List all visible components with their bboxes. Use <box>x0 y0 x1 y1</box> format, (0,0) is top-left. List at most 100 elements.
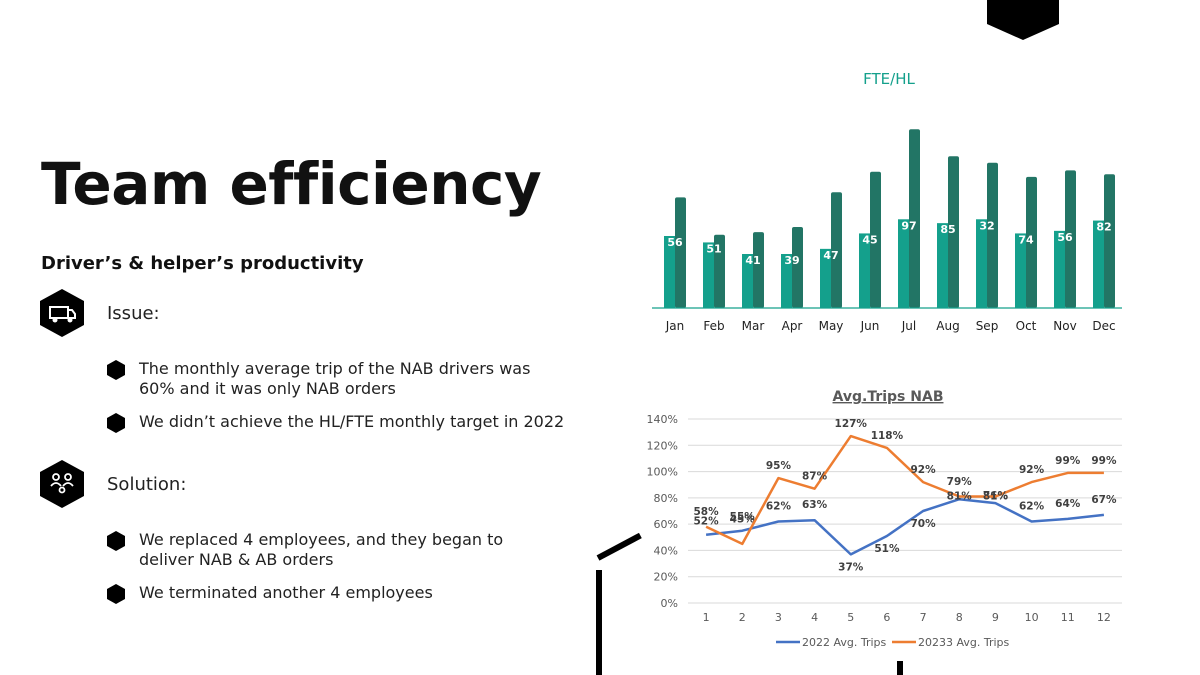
point-data-label: 95% <box>766 460 792 472</box>
point-data-label: 70% <box>911 518 937 530</box>
bar-2023 <box>714 234 725 308</box>
bar-2022 <box>781 254 792 308</box>
point-data-label: 52% <box>694 516 720 528</box>
point-data-label: 58% <box>694 506 720 518</box>
y-tick-label: 120% <box>647 439 678 452</box>
bar-2022 <box>859 233 870 308</box>
bar-2023 <box>1065 170 1076 308</box>
point-data-label: 37% <box>838 561 864 573</box>
bar-2023 <box>753 232 764 308</box>
bar-2022 <box>937 223 948 308</box>
bar-data-label: 47 <box>823 249 838 262</box>
point-data-label: 92% <box>911 464 937 476</box>
bar-2023 <box>1026 176 1037 308</box>
bar-2023 <box>792 227 803 308</box>
point-data-label: 63% <box>802 499 828 511</box>
solution-bullet-text: We terminated another 4 employees <box>139 583 433 602</box>
y-tick-label: 20% <box>654 571 678 584</box>
issue-hex-badge <box>40 289 84 337</box>
issue-bullet-text: The monthly average trip of the NAB driv… <box>139 359 531 398</box>
bar-data-label: 32 <box>979 219 994 232</box>
bar-2023 <box>870 171 881 308</box>
x-tick-label: Sep <box>976 319 999 333</box>
y-tick-label: 140% <box>647 413 678 426</box>
team-icon <box>50 473 74 494</box>
issue-bullet-text: We didn’t achieve the HL/FTE monthly tar… <box>139 412 565 431</box>
issue-bullet-1: The monthly average trip of the NAB driv… <box>107 359 567 399</box>
point-data-label: 99% <box>1055 455 1081 467</box>
issue-bullet-2: We didn’t achieve the HL/FTE monthly tar… <box>107 412 567 433</box>
x-tick-label: 8 <box>956 611 963 624</box>
y-tick-label: 100% <box>647 466 678 479</box>
point-data-label: 67% <box>1091 494 1117 506</box>
bar-2022 <box>1054 230 1065 308</box>
x-tick-label: 6 <box>883 611 890 624</box>
point-data-label: 62% <box>1019 501 1045 513</box>
y-tick-label: 0% <box>661 597 678 610</box>
bar-data-label: 41 <box>745 254 760 267</box>
bar-2022 <box>742 254 753 308</box>
bar-data-label: 56 <box>667 236 683 249</box>
point-data-label: 51% <box>874 543 900 555</box>
series-line-2023 <box>705 434 1104 546</box>
point-data-label: 92% <box>1019 464 1045 476</box>
x-tick-label: 11 <box>1061 611 1075 624</box>
solution-bullet-1: We replaced 4 employees, and they began … <box>107 530 567 570</box>
series-line-2022 <box>705 497 1105 556</box>
bar-data-label: 85 <box>940 223 955 236</box>
bar-data-label: 56 <box>1057 231 1073 244</box>
x-tick-label: Aug <box>936 319 959 333</box>
bar-2023 <box>831 192 842 308</box>
bottom-line-decoration <box>596 570 602 675</box>
bar-2022 <box>1015 233 1026 308</box>
x-tick-label: 1 <box>703 611 710 624</box>
point-data-label: 62% <box>766 501 792 513</box>
solution-hex-badge <box>40 460 84 508</box>
point-data-label: 81% <box>947 491 973 503</box>
y-tick-label: 80% <box>654 492 678 505</box>
y-tick-label: 60% <box>654 518 678 531</box>
bar-2022 <box>898 219 909 308</box>
avg-trips-line-chart: Avg.Trips NAB 0% 20% 40% 60% 80% 100% 120% 140% 1… <box>647 389 1122 649</box>
bar-data-label: 74 <box>1018 233 1034 246</box>
fte-hl-bar-chart: FTE/HL 56 Jan 51 Feb 41 Mar 39 Apr 47 May 45 Jun 97 Ju… <box>652 70 1122 333</box>
x-tick-label: 9 <box>992 611 999 624</box>
page-subtitle: Driver’s & helper’s productivity <box>41 253 364 274</box>
x-tick-label: May <box>819 319 844 333</box>
point-data-label: 118% <box>871 430 904 442</box>
bottom-diagonal-decoration <box>596 532 642 561</box>
x-tick-label: 12 <box>1097 611 1111 624</box>
bar-2023 <box>987 162 998 308</box>
legend-label-2022: 2022 Avg. Trips <box>802 636 887 649</box>
x-tick-label: Jul <box>901 319 916 333</box>
x-tick-label: 2 <box>739 611 746 624</box>
bar-2022 <box>820 248 831 308</box>
top-hexagon-decoration <box>987 0 1059 40</box>
bar-2022 <box>664 236 675 308</box>
issue-label: Issue: <box>107 303 160 324</box>
y-tick-label: 40% <box>654 544 678 557</box>
bar-data-label: 97 <box>901 219 916 232</box>
solution-bullet-text: We replaced 4 employees, and they began … <box>139 530 504 569</box>
hexagon-bullet-icon <box>107 413 125 433</box>
bar-data-label: 51 <box>706 242 721 255</box>
bar-data-label: 39 <box>784 254 799 267</box>
bar-data-label: 45 <box>862 233 877 246</box>
x-tick-label: 7 <box>920 611 927 624</box>
bar-2023 <box>909 129 920 308</box>
legend-label-2023: 20233 Avg. Trips <box>918 636 1010 649</box>
solution-bullet-2: We terminated another 4 employees <box>107 583 567 604</box>
point-data-label: 99% <box>1091 455 1117 467</box>
point-data-label: 45% <box>730 514 756 526</box>
point-data-label: 64% <box>1055 498 1081 510</box>
point-data-label: 127% <box>835 418 868 430</box>
x-tick-label: 5 <box>847 611 854 624</box>
x-tick-label: Oct <box>1016 319 1037 333</box>
x-tick-label: Dec <box>1092 319 1115 333</box>
bar-2023 <box>675 197 686 308</box>
point-data-label: 79% <box>947 476 973 488</box>
point-data-label: 81% <box>983 491 1009 503</box>
chart-title: Avg.Trips NAB <box>833 389 944 405</box>
x-tick-label: 10 <box>1025 611 1039 624</box>
point-data-label: 87% <box>802 471 828 483</box>
